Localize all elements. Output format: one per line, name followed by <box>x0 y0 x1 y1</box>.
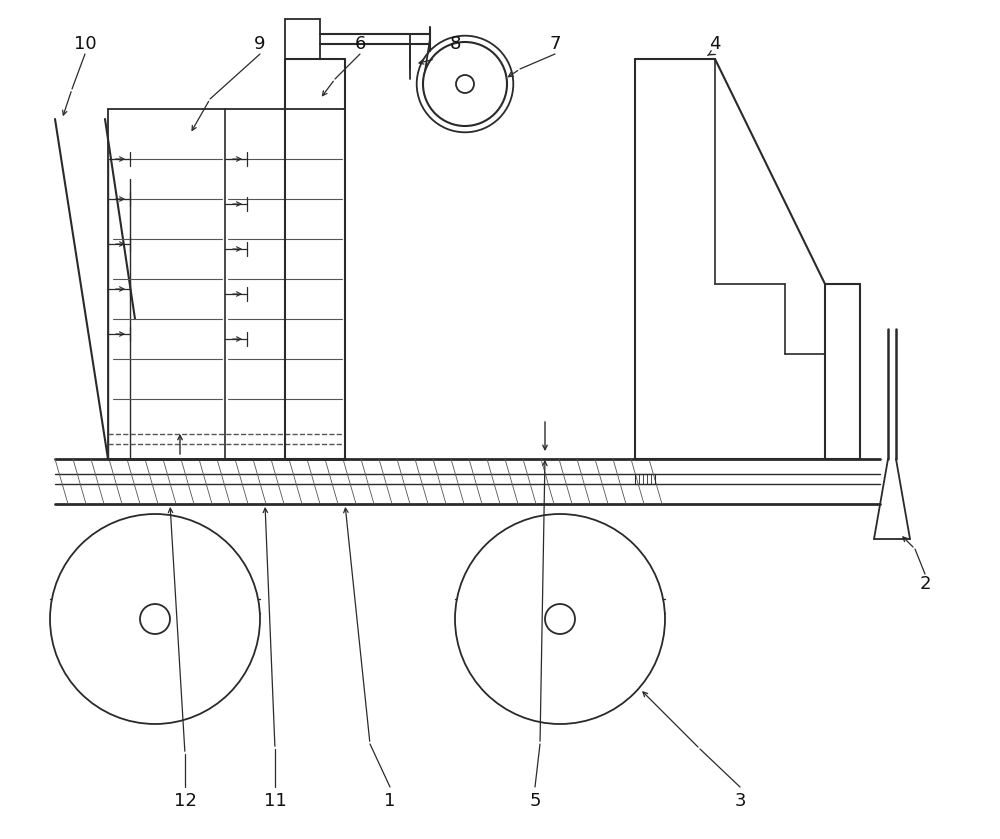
Circle shape <box>456 75 474 93</box>
Text: 3: 3 <box>734 792 746 810</box>
Text: 1: 1 <box>384 792 396 810</box>
Text: 11: 11 <box>264 792 286 810</box>
Circle shape <box>455 514 665 724</box>
Text: 2: 2 <box>919 575 931 593</box>
Bar <box>635 474 655 484</box>
Text: 7: 7 <box>549 35 561 53</box>
Circle shape <box>545 604 575 634</box>
Circle shape <box>140 604 170 634</box>
Text: 12: 12 <box>174 792 196 810</box>
Text: 4: 4 <box>709 35 721 53</box>
Text: 10: 10 <box>74 35 96 53</box>
Circle shape <box>50 514 260 724</box>
Text: 8: 8 <box>449 35 461 53</box>
Circle shape <box>423 42 507 126</box>
Text: 6: 6 <box>354 35 366 53</box>
Text: 9: 9 <box>254 35 266 53</box>
Text: 5: 5 <box>529 792 541 810</box>
